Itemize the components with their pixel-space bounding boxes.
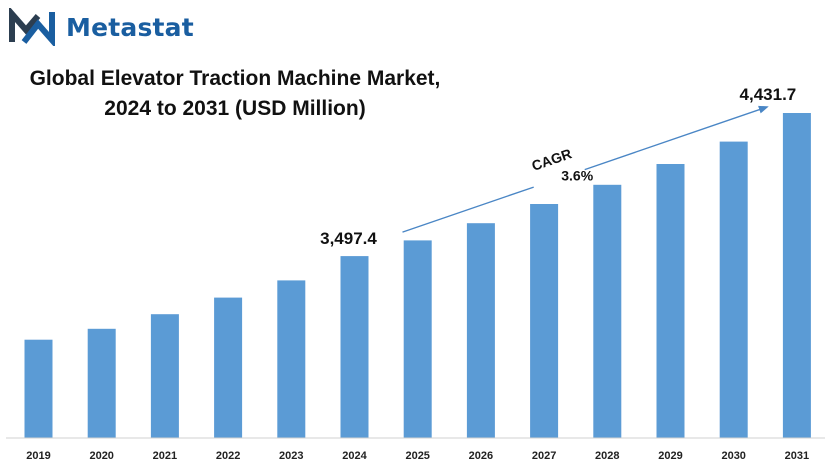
bar-2021 [150,314,179,438]
bar-2019 [24,339,53,438]
cagr-value: 3.6% [561,167,593,183]
x-tick-label-2027: 2027 [532,450,556,462]
x-tick-label-2031: 2031 [785,450,809,462]
x-tick-label-2019: 2019 [26,450,50,462]
bar-2031 [782,113,811,438]
x-tick-label-2020: 2020 [89,450,113,462]
bar-2024 [340,256,369,438]
x-tick-label-2023: 2023 [279,450,303,462]
x-tick-label-2026: 2026 [469,450,493,462]
x-tick-label-2021: 2021 [153,450,177,462]
bar-2023 [277,280,306,438]
chart-title-line-1: Global Elevator Traction Machine Market, [29,67,441,90]
x-tick-label-2022: 2022 [216,450,240,462]
bar-2022 [214,297,243,438]
chart-title: Global Elevator Traction Machine Market,… [0,64,470,124]
x-tick-label-2028: 2028 [595,450,619,462]
bar-2025 [403,240,432,438]
data-label-2024: 3,497.4 [320,229,377,248]
bar-2029 [656,164,685,438]
data-labels: 3,497.4 4,431.7 [320,85,796,248]
x-axis-ticks: 2019 2020 2021 2022 2023 2024 2025 2026 2027 2028… [26,450,809,462]
bar-series [24,113,811,438]
bar-2020 [87,328,116,438]
data-label-2031: 4,431.7 [740,85,797,104]
x-tick-label-2030: 2030 [721,450,745,462]
chart-title-line-2: 2024 to 2031 (USD Million) [104,97,366,120]
brand-name: Metastat [66,12,194,42]
x-tick-label-2024: 2024 [342,450,367,462]
bar-2027 [530,204,559,438]
cagr-arrow [584,105,769,171]
cagr-line [402,186,534,233]
bar-2030 [719,141,748,438]
metastat-logo-icon [9,8,55,46]
x-tick-label-2025: 2025 [405,450,429,462]
bar-2026 [466,223,495,438]
brand-logo: Metastat [8,6,194,48]
bar-2028 [593,184,622,438]
x-tick-label-2029: 2029 [658,450,682,462]
